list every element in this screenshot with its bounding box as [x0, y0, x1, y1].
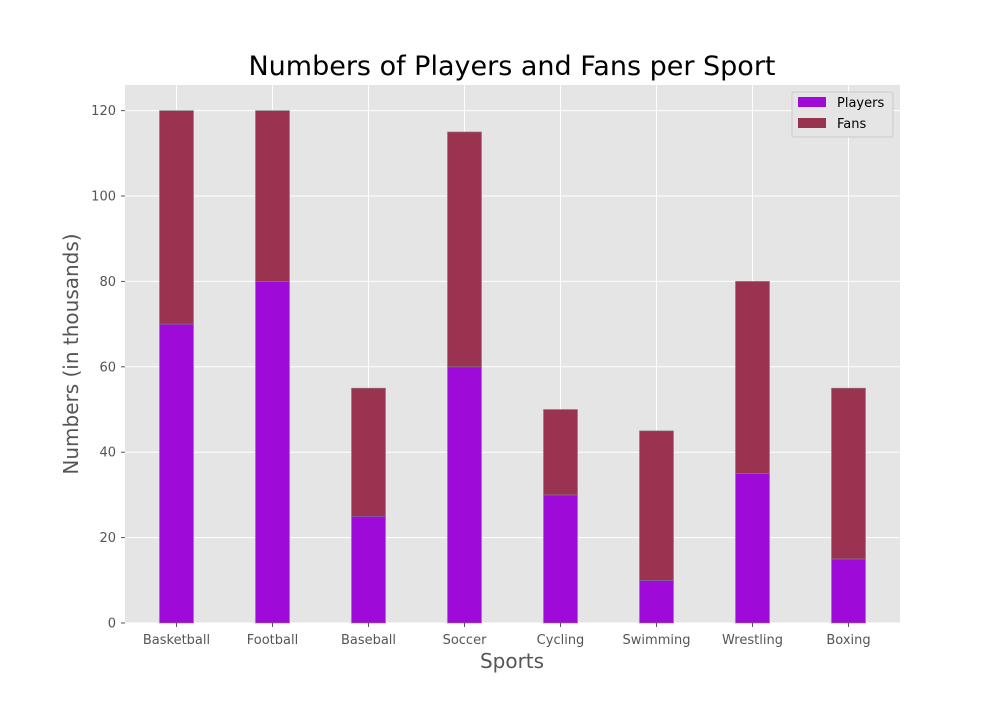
bar-players-boxing: [831, 558, 866, 624]
bar-players-baseball: [351, 515, 386, 624]
y-axis-ticks: 0 20 40 60 80 100 120: [91, 104, 125, 632]
x-tick-label-baseball: Baseball: [341, 633, 396, 648]
x-tick-label-swimming: Swimming: [623, 633, 691, 648]
y-tick-label: 80: [99, 275, 116, 290]
x-tick-label-wrestling: Wrestling: [722, 633, 783, 648]
bar-players-football: [255, 281, 290, 624]
bars: [159, 110, 866, 624]
bar-players-cycling: [543, 494, 578, 624]
bar-fans-basketball: [159, 110, 194, 325]
y-tick-label: 60: [99, 360, 116, 375]
bar-fans-cycling: [543, 409, 578, 496]
bar-fans-soccer: [447, 131, 482, 368]
x-tick-label-football: Football: [247, 633, 298, 648]
x-tick-label-cycling: Cycling: [537, 633, 585, 648]
bar-fans-wrestling: [735, 281, 770, 474]
legend-swatch-fans: [798, 118, 826, 128]
bar-fans-boxing: [831, 387, 866, 560]
bar-players-wrestling: [735, 473, 770, 624]
legend-label-players: Players: [837, 96, 884, 111]
plot-area: [125, 85, 900, 623]
bar-players-basketball: [159, 323, 194, 624]
x-tick-label-boxing: Boxing: [826, 633, 870, 648]
chart-title: Numbers of Players and Fans per Sport: [248, 51, 775, 82]
y-tick-label: 100: [91, 190, 116, 205]
bar-fans-football: [255, 110, 290, 282]
bar-fans-baseball: [351, 387, 386, 517]
legend-label-fans: Fans: [837, 117, 866, 132]
y-tick-label: 0: [108, 617, 116, 632]
y-axis-title: Numbers (in thousands): [59, 233, 83, 474]
x-axis-ticks: Basketball Football Baseball Soccer Cycling S…: [143, 623, 871, 648]
bar-players-soccer: [447, 366, 482, 624]
legend: Players Fans: [791, 91, 894, 138]
x-tick-label-basketball: Basketball: [143, 633, 210, 648]
legend-swatch-players: [798, 97, 826, 107]
bar-players-swimming: [639, 580, 674, 624]
x-tick-label-soccer: Soccer: [443, 633, 487, 648]
bar-fans-swimming: [639, 430, 674, 581]
y-tick-label: 20: [99, 531, 116, 546]
y-tick-label: 120: [91, 104, 116, 119]
y-tick-label: 40: [99, 446, 116, 461]
x-axis-title: Sports: [480, 649, 544, 673]
